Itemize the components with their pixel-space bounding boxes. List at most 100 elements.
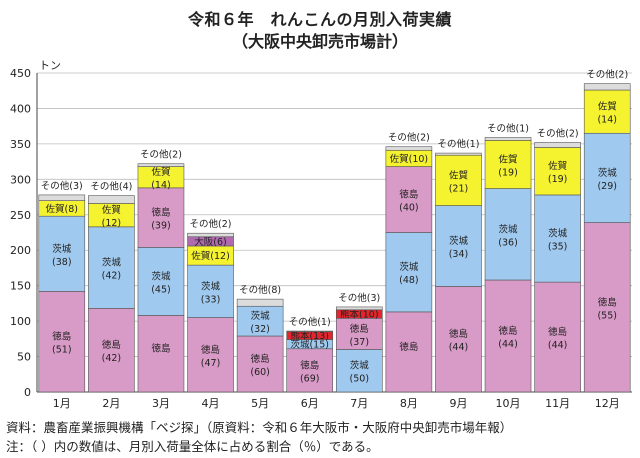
data-label: 茨城 (350, 360, 370, 372)
bar-segment (88, 226, 135, 309)
data-label: (60) (250, 367, 270, 378)
x-tick-label: 6月 (301, 397, 319, 410)
bar-segment (435, 154, 482, 206)
bar-segment (38, 291, 86, 393)
data-label: 徳島 (201, 344, 220, 356)
data-label: 徳島 (102, 339, 121, 351)
data-label: その他(2) (586, 69, 628, 81)
x-tick-label: 9月 (449, 397, 467, 410)
chart-subtitle: （大阪中央卸売市場計） (231, 32, 408, 51)
bar-segment (38, 194, 86, 201)
data-label: 茨城 (102, 257, 122, 269)
x-tick-label: 4月 (202, 397, 220, 410)
data-label: 徳島 (151, 343, 170, 355)
bar-segment (137, 315, 185, 393)
data-label: その他(2) (190, 218, 232, 230)
data-label: 熊本(10) (340, 309, 379, 321)
data-label: 茨城 (449, 235, 469, 247)
y-tick-label: 250 (10, 209, 31, 222)
data-label: その他(2) (140, 149, 182, 161)
bar-segment (137, 163, 185, 167)
bar-segment (88, 195, 135, 204)
data-label: その他(2) (388, 132, 430, 144)
data-label: 佐賀(8) (46, 203, 78, 215)
bar-segment (88, 308, 135, 393)
bar-segment (335, 349, 383, 393)
data-label: 茨城 (548, 228, 568, 240)
data-label: (42) (102, 353, 122, 364)
y-tick-label: 450 (10, 67, 31, 80)
bar-segment (385, 146, 433, 151)
x-tick-label: 12月 (595, 397, 620, 410)
data-label: 徳島 (548, 326, 567, 338)
data-label: 茨城 (52, 243, 72, 255)
bar-segment (534, 147, 581, 196)
bar-segment (187, 317, 234, 393)
data-label: 茨城 (399, 261, 419, 273)
data-label: (55) (597, 310, 617, 321)
x-tick-label: 10月 (496, 397, 521, 410)
bar-segment (484, 279, 532, 393)
data-label: 徳島 (399, 189, 418, 201)
x-tick-label: 1月 (53, 397, 71, 410)
bar-segment (286, 348, 334, 393)
data-label: (38) (52, 257, 72, 268)
bar-segment (385, 311, 433, 393)
x-tick-label: 8月 (400, 397, 418, 410)
data-label: (34) (449, 249, 469, 260)
data-label: 徳島 (598, 296, 617, 308)
data-label: (36) (498, 237, 518, 248)
data-label: 佐賀(10) (390, 153, 429, 165)
bar-segment (335, 306, 383, 311)
data-label: 佐賀 (449, 169, 468, 181)
x-tick-label: 11月 (545, 397, 570, 410)
data-label: 徳島 (499, 325, 518, 337)
y-tick-label: 150 (10, 280, 31, 293)
data-label: (47) (201, 358, 221, 369)
data-label: 徳島 (52, 331, 71, 343)
data-label: その他(3) (338, 292, 380, 304)
data-label: 佐賀 (102, 204, 121, 216)
data-label: 熊本(13) (290, 330, 329, 342)
bar-segment (236, 298, 284, 307)
data-label: (51) (52, 345, 72, 356)
bar-segment (534, 142, 581, 148)
data-label: 徳島 (251, 353, 270, 365)
data-label: (19) (548, 174, 568, 185)
data-label: 佐賀 (499, 153, 518, 165)
data-label: (29) (597, 181, 617, 192)
data-label: 大阪(6) (194, 236, 226, 248)
data-label: (33) (201, 294, 221, 305)
data-label: (45) (151, 284, 171, 295)
x-tick-label: 2月 (102, 397, 120, 410)
data-label: 茨城 (598, 167, 618, 179)
bar-segment (385, 232, 433, 313)
bar-segment (484, 137, 532, 141)
bar-segment (583, 222, 631, 393)
data-label: (50) (350, 374, 370, 385)
data-label: (37) (350, 337, 370, 348)
y-tick-label: 300 (10, 173, 31, 186)
data-label: その他(8) (239, 284, 281, 296)
bar-segment (137, 247, 185, 316)
data-label: (44) (498, 339, 518, 350)
data-label: (42) (102, 271, 122, 282)
data-label: 徳島 (399, 341, 418, 353)
y-unit-label: トン (39, 59, 61, 72)
data-label: 茨城 (251, 310, 271, 322)
bar-segment (137, 187, 185, 248)
data-label: (19) (498, 167, 518, 178)
data-label: (35) (548, 242, 568, 253)
bar-segment (583, 132, 631, 223)
y-tick-label: 350 (10, 138, 31, 151)
data-label: 茨城 (201, 280, 221, 292)
data-label: その他(4) (90, 181, 132, 193)
x-tick-label: 3月 (152, 397, 170, 410)
data-label: その他(1) (289, 316, 331, 328)
data-label: (14) (597, 115, 617, 126)
data-label: (44) (449, 342, 469, 353)
data-label: その他(1) (437, 138, 479, 150)
data-label: その他(3) (41, 180, 83, 192)
data-label: 徳島 (350, 323, 369, 335)
